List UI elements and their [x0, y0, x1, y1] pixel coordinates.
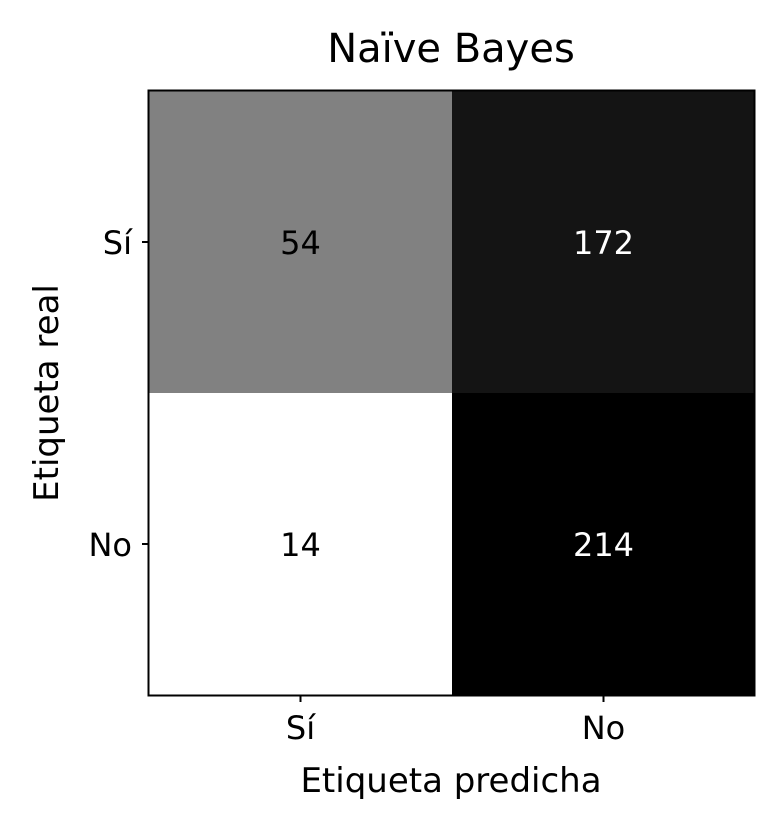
plot-frame	[147, 89, 756, 697]
heatmap-cell-0-1	[452, 91, 756, 394]
cell-value-0-1: 172	[573, 224, 634, 262]
chart-title: Naïve Bayes	[327, 26, 575, 72]
cell-value-0-0: 54	[280, 224, 321, 262]
y-tick-label: No	[88, 526, 132, 564]
y-axis-label: Etiqueta real	[27, 284, 67, 502]
cell-value-1-0: 14	[280, 526, 321, 564]
x-tick-label: No	[582, 709, 626, 747]
heatmap-cell-1-1	[452, 393, 756, 696]
x-tick-labels: Sí No	[286, 695, 625, 747]
y-tick-label: Sí	[103, 224, 133, 262]
x-tick-label: Sí	[286, 709, 316, 747]
heatmap-cells	[149, 91, 756, 696]
cell-value-labels: 54 172 14 214	[280, 224, 634, 564]
x-axis-label: Etiqueta predicha	[300, 761, 601, 801]
cell-value-1-1: 214	[573, 526, 634, 564]
y-tick-labels: Sí No	[88, 224, 149, 564]
heatmap-cell-1-0	[149, 393, 453, 696]
heatmap-cell-0-0	[149, 91, 453, 394]
